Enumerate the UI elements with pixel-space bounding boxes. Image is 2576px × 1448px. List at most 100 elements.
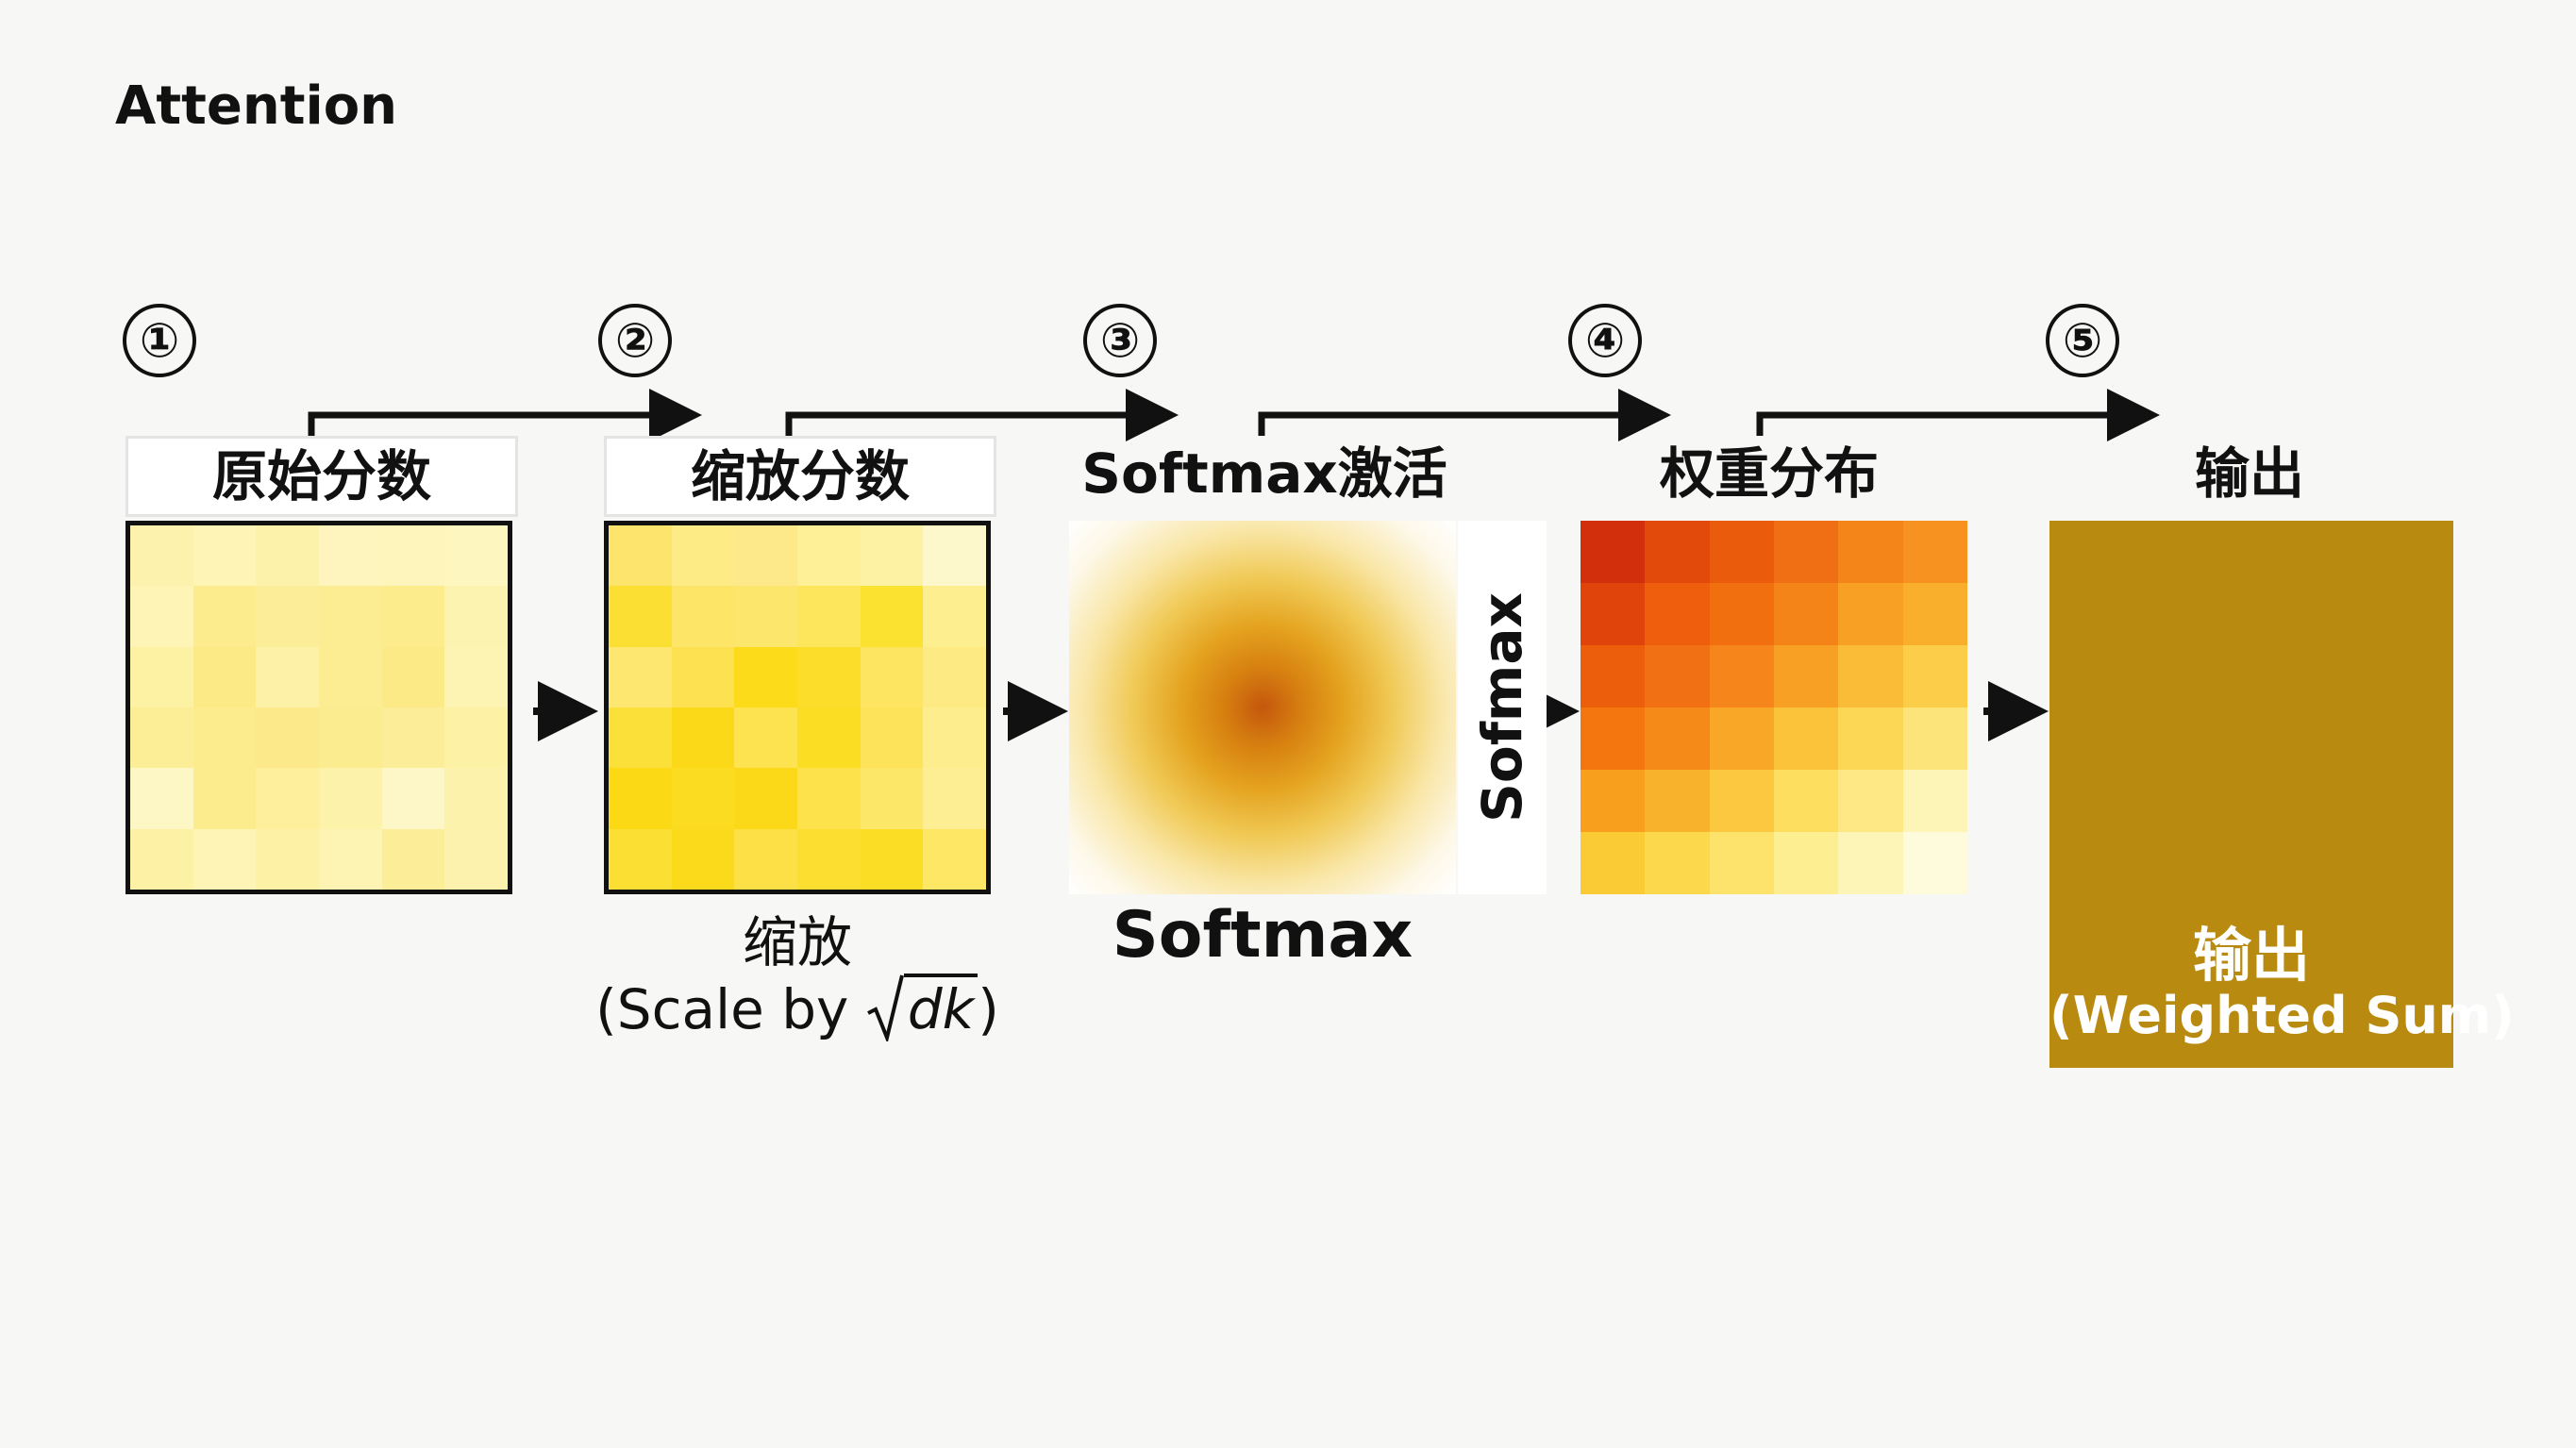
weight-cell (1581, 583, 1646, 645)
raw-score-cell (381, 586, 445, 647)
raw-scores-matrix (125, 521, 512, 894)
weight-cell (1581, 707, 1646, 770)
scaled-score-cell (860, 707, 924, 769)
scaled-score-cell (796, 586, 861, 647)
weight-cell (1645, 583, 1710, 645)
stage-2-label: 缩放分数 (690, 444, 910, 508)
raw-score-cell (444, 586, 508, 647)
diagram-title: Attention (115, 75, 398, 137)
raw-score-cell (444, 828, 508, 890)
vertical-sofmax-label: Sofmax (1470, 592, 1534, 823)
weight-cell (1645, 707, 1710, 770)
scaled-score-cell (796, 646, 861, 707)
weight-cell (1902, 832, 1967, 894)
raw-score-cell (130, 525, 193, 587)
scaled-score-cell (860, 525, 924, 587)
raw-score-cell (192, 828, 257, 890)
weight-cell (1902, 645, 1967, 707)
scaled-score-cell (671, 586, 735, 647)
scaled-score-cell (860, 586, 924, 647)
step-5-number: ⑤ (2046, 304, 2119, 377)
raw-score-cell (256, 707, 319, 769)
weight-cell (1902, 521, 1967, 583)
raw-score-cell (318, 768, 382, 829)
step-2-number: ② (598, 304, 672, 377)
stage-5-label: 输出 (2194, 441, 2304, 506)
scaled-score-cell (923, 525, 986, 587)
step-1-number: ① (123, 304, 196, 377)
output-block (2049, 521, 2453, 1068)
stage-1-label: 原始分数 (211, 444, 431, 508)
weight-cell (1581, 521, 1646, 583)
raw-score-cell (444, 768, 508, 829)
weight-cell (1838, 583, 1903, 645)
scaled-score-cell (796, 768, 861, 829)
raw-score-cell (318, 646, 382, 707)
arrow-step4-step5 (1756, 389, 2160, 441)
scaled-score-cell (923, 768, 986, 829)
weight-cell (1645, 521, 1710, 583)
weight-cell (1838, 521, 1903, 583)
arrow-step2-step3 (785, 389, 1179, 441)
scaled-score-cell (734, 646, 797, 707)
raw-score-cell (130, 646, 193, 707)
step-3-number: ③ (1083, 304, 1157, 377)
raw-score-cell (192, 768, 257, 829)
weight-cell (1709, 645, 1774, 707)
raw-score-cell (381, 525, 445, 587)
scaled-score-cell (671, 828, 735, 890)
scale-caption-line2: (Scale by dk) (566, 972, 1029, 1044)
raw-score-cell (256, 586, 319, 647)
scaled-score-cell (609, 768, 672, 829)
scaled-score-cell (734, 707, 797, 769)
raw-score-cell (444, 646, 508, 707)
raw-score-cell (192, 707, 257, 769)
raw-score-cell (381, 707, 445, 769)
raw-score-cell (130, 828, 193, 890)
raw-score-cell (318, 525, 382, 587)
weight-cell (1709, 707, 1774, 770)
weight-cell (1838, 707, 1903, 770)
scaled-score-cell (923, 828, 986, 890)
weight-cell (1709, 521, 1774, 583)
sqrt-dk: dk (903, 974, 979, 1041)
weight-cell (1774, 521, 1839, 583)
raw-score-cell (256, 768, 319, 829)
vertical-label-box: Sofmax (1458, 521, 1547, 894)
scaled-score-cell (796, 828, 861, 890)
scaled-scores-matrix (604, 521, 991, 894)
scaled-score-cell (860, 646, 924, 707)
raw-score-cell (381, 768, 445, 829)
raw-score-cell (130, 586, 193, 647)
raw-score-cell (192, 646, 257, 707)
scale-caption-suffix: ) (978, 977, 999, 1041)
raw-score-cell (192, 586, 257, 647)
output-label-line1: 输出 (2192, 921, 2310, 990)
stage-4-label: 权重分布 (1659, 441, 1879, 506)
scaled-score-cell (923, 646, 986, 707)
weight-cell (1774, 645, 1839, 707)
weight-cell (1902, 583, 1967, 645)
weight-cell (1581, 832, 1646, 894)
raw-score-cell (318, 707, 382, 769)
weight-cell (1709, 832, 1774, 894)
weight-cell (1645, 770, 1710, 832)
output-label-line2: (Weighted Sum) (2049, 986, 2515, 1045)
weight-distribution-matrix (1581, 521, 1967, 894)
weight-cell (1902, 707, 1967, 770)
stage-3-label: Softmax激活 (1081, 441, 1447, 506)
stage-1-label-box: 原始分数 (125, 436, 518, 517)
softmax-heatmap (1069, 521, 1456, 894)
weight-cell (1838, 645, 1903, 707)
scaled-score-cell (734, 768, 797, 829)
raw-score-cell (381, 646, 445, 707)
step-4-number: ④ (1568, 304, 1642, 377)
scaled-score-cell (923, 707, 986, 769)
scaled-score-cell (671, 768, 735, 829)
scaled-score-cell (671, 707, 735, 769)
arrow-step3-step4 (1258, 389, 1671, 441)
scaled-score-cell (609, 586, 672, 647)
scaled-score-cell (734, 828, 797, 890)
weight-cell (1838, 832, 1903, 894)
